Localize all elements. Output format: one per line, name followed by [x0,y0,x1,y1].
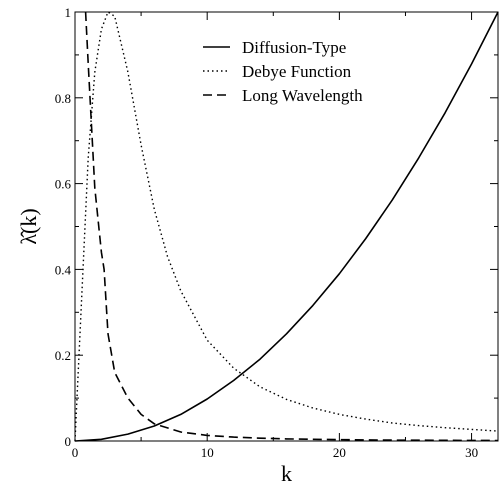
y-tick-label: 0 [65,434,72,449]
series-line-long-wavelength [84,11,499,442]
y-axis-label: λ̂(k) [16,208,41,244]
y-tick-label: 0.8 [55,91,71,106]
legend-entry: Long Wavelength [242,86,363,105]
x-axis-label: k [281,461,292,486]
x-tick-label: 20 [333,445,346,460]
y-tick-label: 0.4 [55,262,72,277]
legend-entry: Diffusion-Type [242,38,346,57]
x-tick-label: 10 [201,445,214,460]
series-line-diffusion-type [74,11,499,442]
series-line-debye-function [74,11,499,442]
legend-entry: Debye Function [242,62,352,81]
x-tick-label: 30 [465,445,478,460]
y-tick-label: 0.6 [55,177,72,192]
x-tick-label: 0 [72,445,79,460]
axes: 0 10 20 30 0 0.2 0.4 0.6 0.8 1 k λ̂(k) [16,5,499,486]
legend: Diffusion-Type Debye Function Long Wavelen… [203,38,363,105]
y-tick-label: 1 [65,5,72,20]
y-tick-label: 0.2 [55,348,71,363]
series-group [74,11,499,442]
